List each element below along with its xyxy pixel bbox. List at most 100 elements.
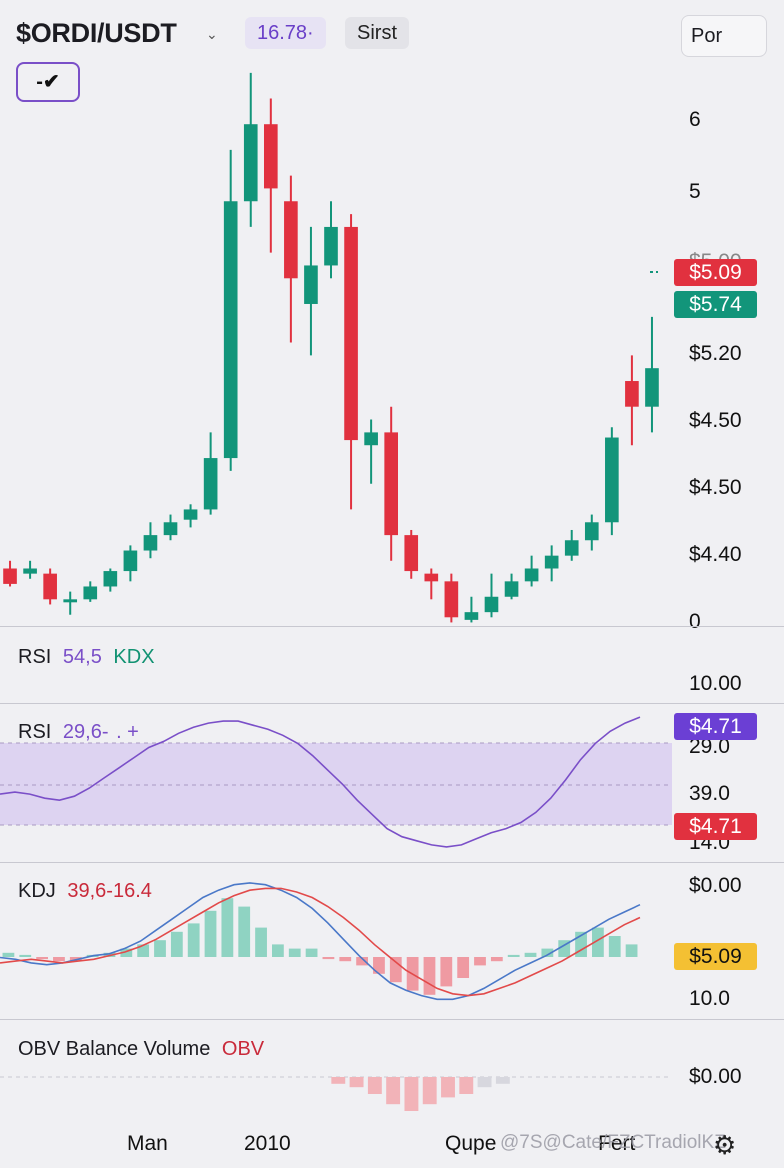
kdj-histogram-bar <box>373 957 385 974</box>
obv-bar <box>367 1077 382 1094</box>
panel-divider[interactable] <box>0 626 784 627</box>
obv-bar <box>331 1077 346 1084</box>
candle <box>344 214 358 510</box>
panel-divider[interactable] <box>0 703 784 704</box>
obv-bar <box>477 1077 492 1088</box>
kdj-histogram-bar <box>490 957 503 962</box>
candle <box>284 175 298 343</box>
candle <box>243 72 258 227</box>
price-axis-label: 5 <box>689 180 701 203</box>
obv-bar <box>441 1077 455 1098</box>
kdj-axis-label: $0.00 <box>689 874 742 897</box>
obv-name: OBV Balance Volume <box>18 1038 211 1060</box>
panel-divider[interactable] <box>0 1019 784 1020</box>
kdj-histogram-bar <box>305 948 318 957</box>
rsi-tag-top: $4.71 <box>674 713 757 740</box>
kdj-histogram-bar <box>2 952 15 957</box>
candle-body <box>444 581 459 618</box>
candle-body <box>83 586 98 600</box>
kdj-histogram-bar <box>440 957 453 987</box>
kdj-histogram-bar <box>204 910 217 957</box>
candle <box>384 406 399 561</box>
rsi-value: 29,6- <box>62 721 109 743</box>
kdj-tag: $5.09 <box>674 943 757 970</box>
candle <box>504 573 519 600</box>
rsi-header-name: RSI <box>18 646 52 668</box>
candle-body <box>304 265 318 304</box>
kdj-histogram-bar <box>187 923 200 957</box>
candle-body <box>123 550 138 572</box>
candle <box>544 545 559 582</box>
mode-pill[interactable]: Sirst <box>345 17 409 49</box>
indicator-toggle[interactable]: -✔ <box>16 62 80 102</box>
price-axis-label: $4.50 <box>689 476 742 499</box>
x-axis-label: 2010 <box>244 1132 291 1155</box>
candle <box>444 573 459 623</box>
kdj-histogram-bar <box>474 957 486 966</box>
candle <box>424 568 439 600</box>
candle-body <box>645 368 659 407</box>
candle-body <box>364 432 378 446</box>
kdj-chart[interactable] <box>0 862 784 1019</box>
candle <box>143 522 158 559</box>
chevron-down-icon[interactable]: ⌄ <box>206 26 218 42</box>
obv-bar <box>495 1077 510 1084</box>
rsi-header-axis-label: 10.00 <box>689 672 742 695</box>
kdj-histogram-bar <box>558 940 571 957</box>
candle-body <box>605 437 619 523</box>
candle-body <box>203 458 218 510</box>
candle-body <box>23 568 37 574</box>
candle-body <box>284 201 298 279</box>
candle-body <box>63 599 78 603</box>
candle <box>103 568 118 592</box>
price-tag-red: $5.09 <box>674 259 757 286</box>
candle <box>524 555 539 587</box>
candle-body <box>324 226 338 266</box>
kdj-axis-label: 10.0 <box>689 987 730 1010</box>
rsi-band <box>0 743 672 825</box>
candle-body <box>163 522 178 536</box>
price-pill[interactable]: 16.78· <box>245 17 326 49</box>
rsi-label: RSI 29,6- . + <box>18 721 139 744</box>
obv-code: OBV <box>221 1038 265 1060</box>
candle <box>203 432 218 515</box>
candle-body <box>464 612 479 620</box>
obv-label: OBV Balance Volume OBV <box>18 1038 264 1061</box>
candle-body <box>243 124 258 202</box>
kdj-histogram-bar <box>255 927 267 957</box>
menu-button[interactable]: Por <box>681 15 767 57</box>
kdj-histogram-bar <box>507 954 520 957</box>
candle-body <box>484 596 499 613</box>
candle <box>564 529 579 561</box>
kdj-histogram-bar <box>625 944 638 957</box>
rsi-extra: . + <box>116 721 139 743</box>
obv-bar <box>404 1077 419 1111</box>
candle <box>625 355 639 446</box>
gear-icon[interactable]: ⚙ <box>713 1130 737 1160</box>
kdj-histogram-bar <box>423 957 436 995</box>
candle <box>605 427 619 536</box>
candle <box>263 98 278 253</box>
kdj-histogram-bar <box>137 944 150 957</box>
price-tag-green: $5.74 <box>674 291 757 318</box>
kdj-histogram-bar <box>356 957 368 966</box>
rsi-chart[interactable] <box>0 703 784 863</box>
candle <box>123 545 138 582</box>
rsi-header-extra: KDX <box>113 646 155 668</box>
obv-bar <box>422 1077 437 1105</box>
kdj-histogram-bar <box>339 957 352 962</box>
kdj-histogram-bar <box>457 957 470 978</box>
kdj-histogram-bar <box>389 957 402 983</box>
kdj-histogram-bar <box>592 927 604 957</box>
candle <box>324 201 338 279</box>
candle-body <box>504 581 519 597</box>
panel-divider[interactable] <box>0 862 784 863</box>
obv-chart[interactable] <box>0 1019 784 1129</box>
kdj-histogram-bar <box>154 940 166 957</box>
candle <box>484 573 499 618</box>
kdj-histogram-bar <box>36 957 48 960</box>
candle <box>645 316 659 433</box>
candle-body <box>43 573 57 600</box>
candle-body <box>544 555 559 569</box>
